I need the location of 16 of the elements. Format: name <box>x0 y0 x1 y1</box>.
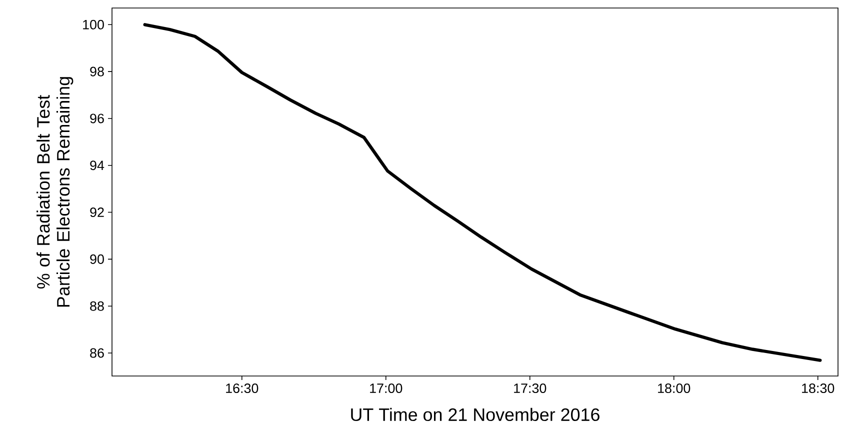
x-tick-label: 17:00 <box>370 384 402 394</box>
y-tick-label: 94 <box>90 160 104 170</box>
y-tick-label: 88 <box>90 301 104 311</box>
y-tick-label: 90 <box>90 254 104 264</box>
line-series <box>143 23 822 362</box>
x-tick-label: 18:00 <box>658 384 690 394</box>
y-axis-title: % of Radiation Belt Test Particle Electrons Remaining <box>36 77 74 307</box>
x-axis-title: UT Time on 21 November 2016 <box>351 408 600 422</box>
y-tick-label: 92 <box>90 208 104 218</box>
y-tick-label: 96 <box>90 114 104 124</box>
x-tick-label: 16:30 <box>226 384 258 394</box>
y-tick-label: 98 <box>90 66 104 76</box>
x-tick-label: 18:30 <box>802 384 834 394</box>
x-tick-label: 17:30 <box>514 384 546 394</box>
y-tick-label: 86 <box>90 348 104 358</box>
y-tick-label: 100 <box>83 20 104 30</box>
